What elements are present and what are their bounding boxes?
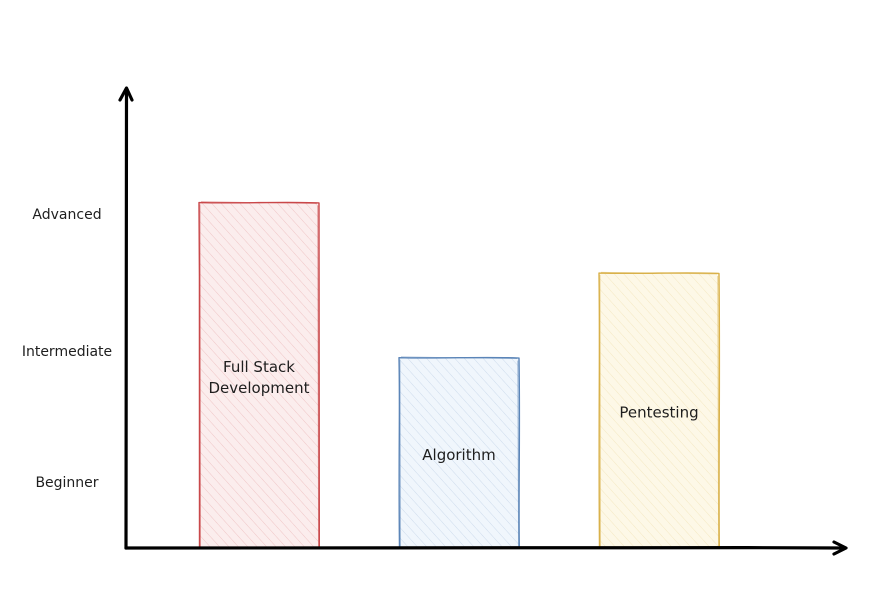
bar-fill-full-stack-development — [199, 202, 319, 549]
bar-label-pentesting: Pentesting — [619, 404, 698, 422]
bar-fill-pentesting — [599, 273, 719, 548]
y-axis — [124, 90, 129, 550]
x-axis-arrowhead — [832, 540, 848, 556]
bar-label-line: Full Stack — [223, 358, 295, 376]
y-ticks-group: Beginner Intermediate Advanced — [22, 207, 112, 491]
x-axis — [124, 545, 844, 550]
y-tick-label-advanced: Advanced — [32, 207, 101, 223]
y-axis-arrowhead — [118, 86, 134, 102]
axes — [118, 86, 848, 556]
bar-label-full-stack-development: Full Stack Development — [209, 358, 310, 397]
bar-sketch-algorithm — [399, 356, 519, 548]
bar-sketch-pentesting — [599, 271, 719, 548]
y-tick-label-beginner: Beginner — [35, 475, 98, 491]
bars-group: Full Stack Development Algorithm Pentesting — [198, 201, 721, 549]
bar-fill-algorithm — [399, 357, 519, 548]
bar-label-line: Algorithm — [422, 446, 495, 464]
bar-label-line: Pentesting — [619, 404, 698, 422]
bar-label-algorithm: Algorithm — [422, 446, 495, 464]
bar-label-line: Development — [209, 379, 310, 397]
y-tick-label-intermediate: Intermediate — [22, 344, 112, 360]
bar-sketch-full-stack-development — [199, 201, 319, 548]
